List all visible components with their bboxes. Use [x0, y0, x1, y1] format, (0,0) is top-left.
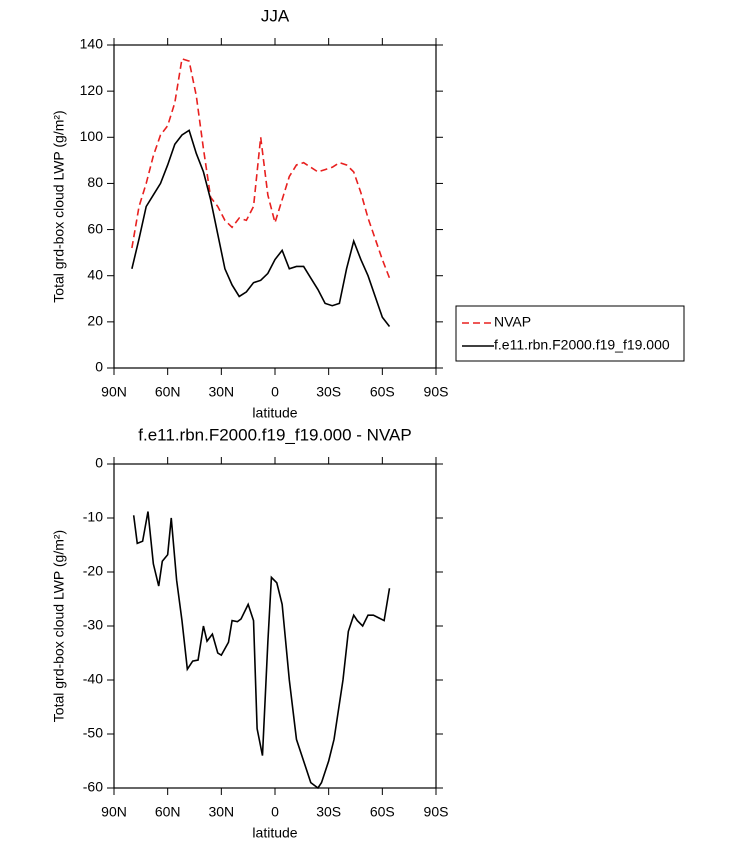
- x-tick-label: 60S: [370, 804, 395, 820]
- y-tick-label: 40: [87, 266, 103, 282]
- x-tick-label: 30N: [208, 804, 234, 820]
- x-tick-label: 60S: [370, 384, 395, 400]
- y-tick-label: -10: [83, 509, 103, 525]
- y-tick-label: 0: [95, 455, 103, 471]
- x-tick-label: 90S: [424, 804, 449, 820]
- x-axis-label: latitude: [252, 825, 297, 841]
- y-tick-label: -20: [83, 563, 103, 579]
- y-tick-label: -40: [83, 671, 103, 687]
- x-axis-label: latitude: [252, 405, 297, 421]
- data-line: [131, 129, 391, 327]
- x-tick-label: 90S: [424, 384, 449, 400]
- x-tick-label: 60N: [155, 804, 181, 820]
- legend-label: f.e11.rbn.F2000.f19_f19.000: [494, 337, 670, 353]
- y-tick-label: 140: [80, 36, 104, 52]
- plot-frame: [113, 44, 437, 369]
- y-axis-label: Total grd-box cloud LWP (g/m²): [51, 530, 67, 722]
- y-tick-label: 100: [80, 128, 104, 144]
- data-line: [132, 511, 391, 790]
- y-tick-label: 60: [87, 220, 103, 236]
- y-axis-label: Total grd-box cloud LWP (g/m²): [51, 110, 67, 302]
- x-tick-label: 0: [271, 384, 279, 400]
- y-tick-label: -30: [83, 617, 103, 633]
- chart-title: JJA: [261, 6, 290, 25]
- x-tick-label: 90N: [101, 804, 127, 820]
- x-tick-label: 30N: [208, 384, 234, 400]
- legend-label: NVAP: [494, 314, 531, 330]
- x-tick-label: 30S: [316, 804, 341, 820]
- x-tick-label: 30S: [316, 384, 341, 400]
- legend-box: [455, 305, 685, 362]
- y-tick-label: 20: [87, 313, 103, 329]
- plot-frame: [113, 463, 437, 789]
- chart-title: f.e11.rbn.F2000.f19_f19.000 - NVAP: [138, 425, 411, 444]
- y-tick-label: -60: [83, 779, 103, 795]
- y-tick-label: 120: [80, 82, 104, 98]
- x-tick-label: 0: [271, 804, 279, 820]
- data-line: [131, 57, 391, 279]
- y-tick-label: 0: [95, 359, 103, 375]
- x-tick-label: 60N: [155, 384, 181, 400]
- x-tick-label: 90N: [101, 384, 127, 400]
- y-tick-label: 80: [87, 174, 103, 190]
- y-tick-label: -50: [83, 725, 103, 741]
